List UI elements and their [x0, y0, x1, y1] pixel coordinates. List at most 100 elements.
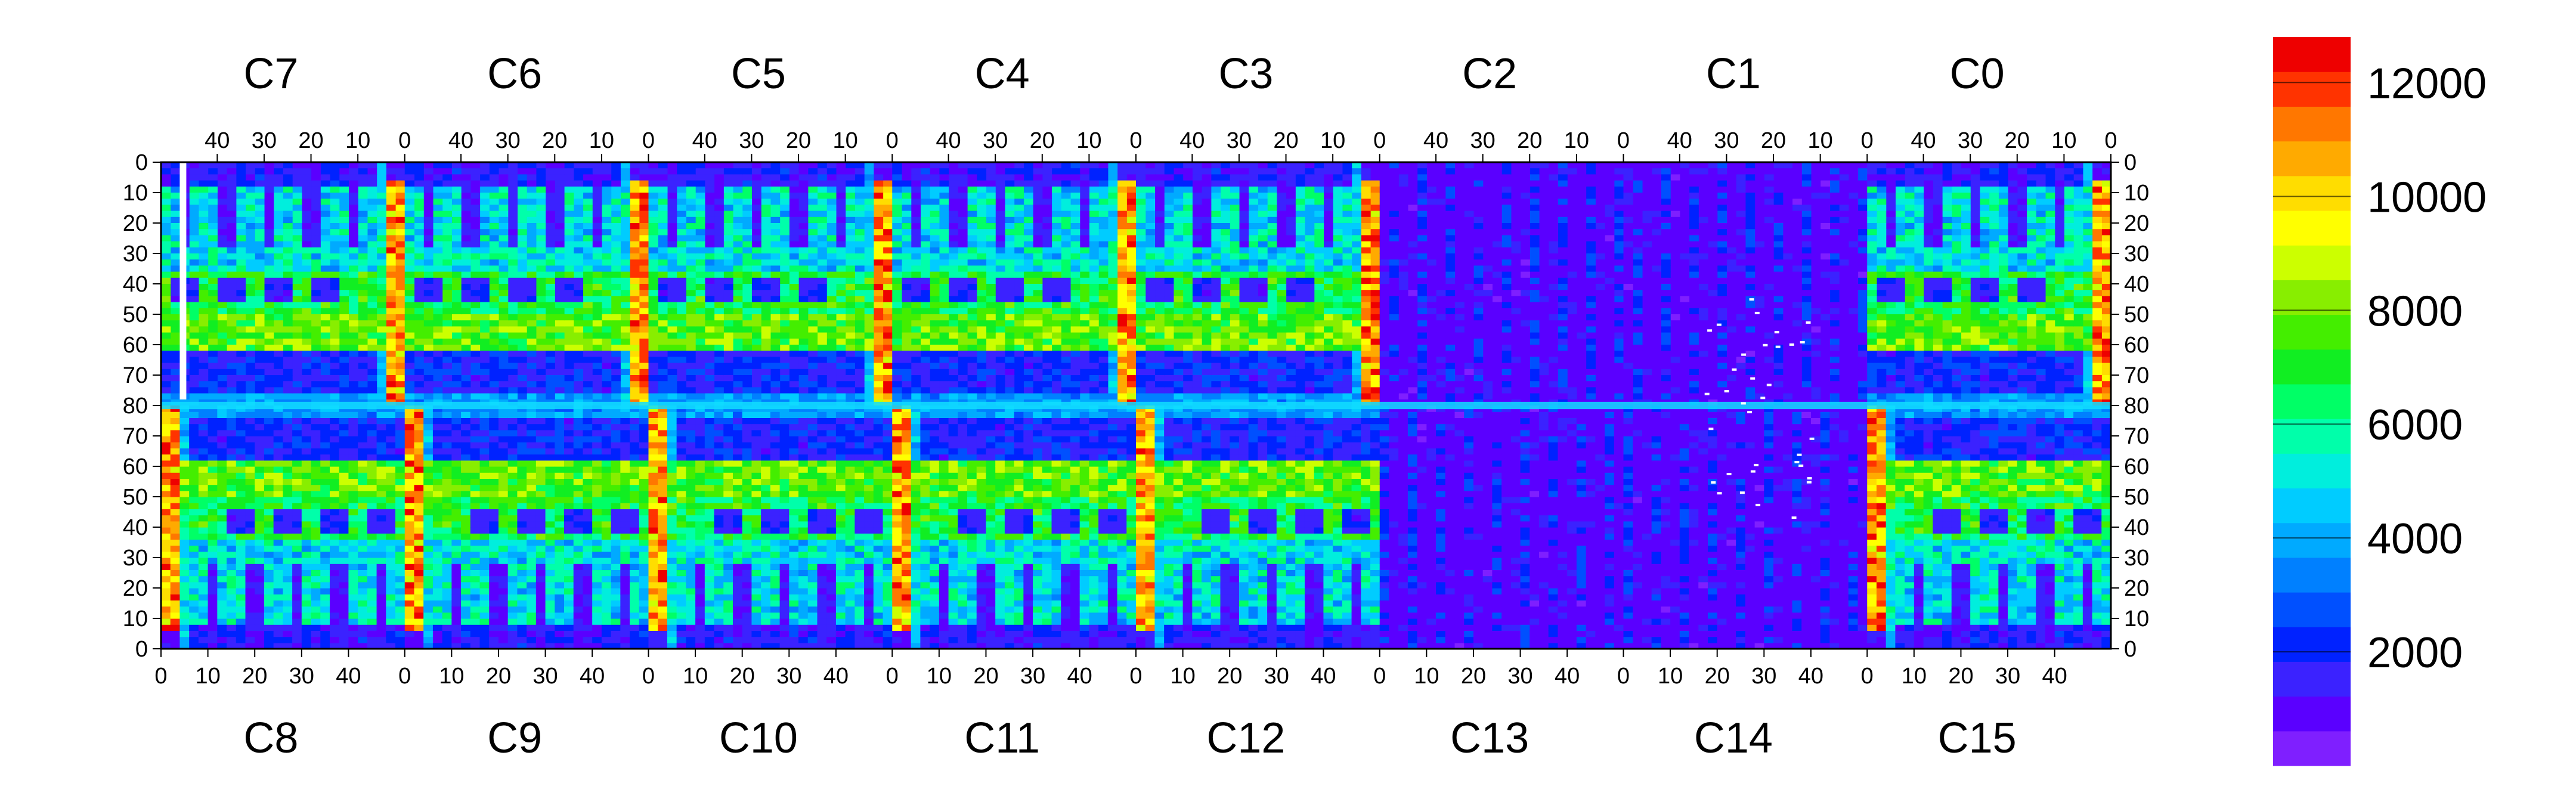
noisy-pixel — [1797, 454, 1802, 456]
top-x-tick: 20 — [1761, 128, 1786, 153]
top-x-tick: 30 — [983, 128, 1008, 153]
y-tick-left: 0 — [135, 150, 148, 175]
bottom-x-tick: 30 — [289, 664, 314, 689]
top-x-tick: 30 — [496, 128, 521, 153]
y-tick-left: 50 — [123, 302, 148, 327]
top-x-tick: 0 — [2104, 128, 2117, 153]
colorbar-tick: 10000 — [2367, 174, 2487, 221]
noisy-pixel — [1750, 298, 1754, 301]
y-tick-left: 40 — [123, 515, 148, 540]
y-tick-left: 60 — [123, 454, 148, 479]
top-x-tick: 40 — [205, 128, 230, 153]
colorbar-segment — [2273, 453, 2351, 488]
chip-C14 — [1624, 405, 1868, 649]
chip-C5 — [649, 162, 893, 406]
colorbar-segment — [2273, 176, 2351, 211]
noisy-pixel — [1741, 354, 1746, 356]
top-x-tick: 20 — [542, 128, 567, 153]
chip-label-top: C1 — [1706, 50, 1761, 98]
colorbar-segment — [2273, 141, 2351, 177]
chip-C6 — [405, 162, 649, 406]
noisy-pixel — [1741, 402, 1746, 404]
bottom-x-tick: 0 — [398, 664, 411, 689]
colorbar-segment — [2273, 72, 2351, 107]
noisy-pixel — [1807, 477, 1812, 479]
bottom-x-tick: 40 — [580, 664, 605, 689]
chip-C3 — [1136, 162, 1380, 406]
top-x-tick: 0 — [398, 128, 411, 153]
noisy-pixel — [1751, 470, 1755, 473]
y-tick-left: 60 — [123, 333, 148, 358]
center-seam — [161, 402, 2111, 409]
chip-label-bottom: C8 — [243, 714, 298, 762]
colorbar-tick: 6000 — [2367, 401, 2463, 449]
top-x-tick: 10 — [1076, 128, 1101, 153]
chip-C10 — [649, 405, 893, 649]
top-x-tick: 20 — [2005, 128, 2030, 153]
y-tick-right: 0 — [2124, 637, 2137, 662]
noisy-pixel — [1794, 461, 1799, 463]
bottom-x-tick: 20 — [486, 664, 511, 689]
colorbar-segment — [2273, 210, 2351, 246]
top-x-tick: 40 — [1179, 128, 1205, 153]
top-x-tick: 40 — [1423, 128, 1448, 153]
top-x-tick: 20 — [786, 128, 811, 153]
colorbar-tick: 12000 — [2367, 60, 2487, 107]
colorbar-segment — [2273, 661, 2351, 696]
y-tick-right: 70 — [2124, 424, 2149, 449]
noisy-pixel — [1755, 312, 1760, 314]
y-tick-right: 40 — [2124, 272, 2149, 297]
chip-label-bottom: C9 — [487, 714, 542, 762]
colorbar-segment — [2273, 592, 2351, 627]
noisy-pixel — [1732, 369, 1736, 371]
top-x-tick: 10 — [345, 128, 370, 153]
y-tick-right: 50 — [2124, 302, 2149, 327]
bottom-x-tick: 20 — [1705, 664, 1730, 689]
top-x-tick: 20 — [1517, 128, 1542, 153]
noisy-pixel — [1717, 324, 1722, 326]
bottom-x-tick: 0 — [1129, 664, 1142, 689]
colorbar-segment — [2273, 106, 2351, 141]
noisy-pixel — [1806, 321, 1811, 324]
colorbar-tick: 4000 — [2367, 515, 2463, 563]
top-x-tick: 20 — [1273, 128, 1298, 153]
top-x-tick: 30 — [1227, 128, 1252, 153]
bottom-x-tick: 20 — [1461, 664, 1486, 689]
chip-C4 — [892, 162, 1136, 406]
top-x-tick: 30 — [1958, 128, 1983, 153]
dead-column — [179, 162, 186, 400]
bottom-x-tick: 30 — [1995, 664, 2020, 689]
chip-C12 — [1136, 405, 1380, 649]
noisy-pixel — [1727, 473, 1732, 475]
bottom-x-tick: 40 — [1067, 664, 1092, 689]
y-tick-right: 30 — [2124, 546, 2149, 571]
noisy-pixel — [1750, 377, 1755, 380]
bottom-x-tick: 30 — [1751, 664, 1776, 689]
chip-label-bottom: C11 — [964, 714, 1040, 762]
noisy-pixel — [1807, 481, 1812, 484]
noisy-pixel — [1707, 329, 1712, 332]
top-x-tick: 20 — [298, 128, 323, 153]
bottom-x-tick: 30 — [1507, 664, 1532, 689]
colorbar-segment — [2273, 731, 2351, 766]
top-x-tick: 10 — [833, 128, 858, 153]
bottom-x-tick: 0 — [642, 664, 655, 689]
top-x-tick: 40 — [692, 128, 717, 153]
top-x-tick: 20 — [1030, 128, 1055, 153]
bottom-x-tick: 30 — [1264, 664, 1289, 689]
y-tick-left: 80 — [123, 394, 148, 419]
y-tick-left: 10 — [123, 606, 148, 631]
bottom-x-tick: 40 — [1798, 664, 1823, 689]
y-tick-left: 40 — [123, 272, 148, 297]
colorbar-tick: 8000 — [2367, 287, 2463, 335]
top-x-tick: 0 — [1861, 128, 1874, 153]
chip-label-top: C3 — [1218, 50, 1273, 98]
y-tick-left: 70 — [123, 424, 148, 449]
top-x-tick: 10 — [2051, 128, 2076, 153]
noisy-pixel — [1789, 343, 1794, 346]
y-tick-right: 40 — [2124, 515, 2149, 540]
top-x-tick: 30 — [252, 128, 277, 153]
bottom-x-tick: 30 — [1020, 664, 1045, 689]
y-tick-left: 50 — [123, 485, 148, 510]
